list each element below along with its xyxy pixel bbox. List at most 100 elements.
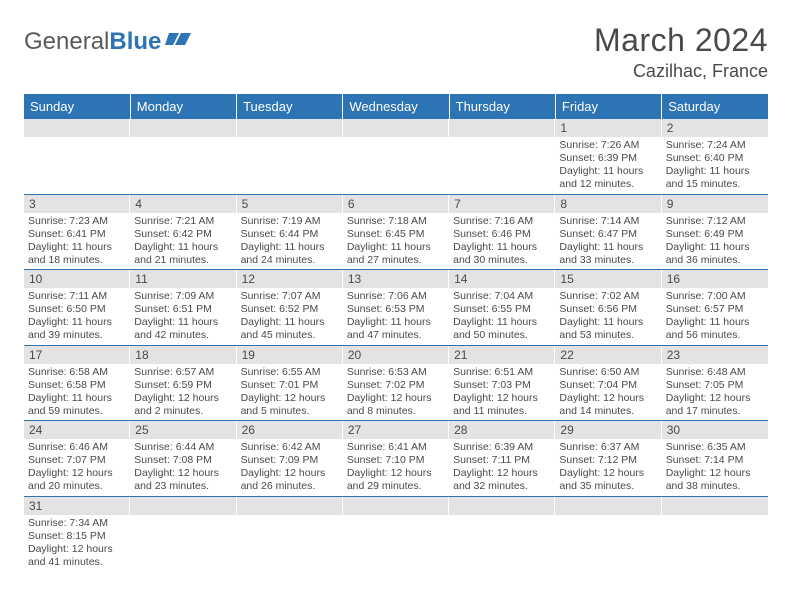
day-line: Sunrise: 7:09 AM bbox=[134, 290, 232, 303]
day-line: Daylight: 11 hours bbox=[559, 316, 657, 329]
day-line: and 2 minutes. bbox=[134, 405, 232, 418]
day-cell: 22Sunrise: 6:50 AMSunset: 7:04 PMDayligh… bbox=[555, 345, 661, 421]
day-cell: 20Sunrise: 6:53 AMSunset: 7:02 PMDayligh… bbox=[343, 345, 449, 421]
week-row: 10Sunrise: 7:11 AMSunset: 6:50 PMDayligh… bbox=[24, 270, 768, 346]
day-line: Daylight: 12 hours bbox=[559, 392, 657, 405]
day-line: and 32 minutes. bbox=[453, 480, 551, 493]
week-row: 1Sunrise: 7:26 AMSunset: 6:39 PMDaylight… bbox=[24, 119, 768, 194]
day-line: Sunrise: 6:46 AM bbox=[28, 441, 126, 454]
day-details: Sunrise: 6:51 AMSunset: 7:03 PMDaylight:… bbox=[449, 364, 555, 421]
empty-cell bbox=[555, 496, 661, 571]
day-number: 31 bbox=[24, 497, 130, 515]
day-line: Daylight: 12 hours bbox=[453, 467, 551, 480]
day-number: 5 bbox=[237, 195, 343, 213]
day-line: and 27 minutes. bbox=[347, 254, 445, 267]
day-line: and 33 minutes. bbox=[559, 254, 657, 267]
day-line: Sunrise: 6:41 AM bbox=[347, 441, 445, 454]
day-line: and 47 minutes. bbox=[347, 329, 445, 342]
header: GeneralBlue March 2024 Cazilhac, France bbox=[0, 0, 792, 90]
day-line: and 59 minutes. bbox=[28, 405, 126, 418]
day-number: 25 bbox=[130, 421, 236, 439]
day-cell: 12Sunrise: 7:07 AMSunset: 6:52 PMDayligh… bbox=[237, 270, 343, 346]
day-number bbox=[449, 497, 555, 515]
day-line: Daylight: 11 hours bbox=[666, 241, 764, 254]
day-line: Sunrise: 6:42 AM bbox=[241, 441, 339, 454]
title-block: March 2024 Cazilhac, France bbox=[594, 22, 768, 82]
day-details: Sunrise: 6:50 AMSunset: 7:04 PMDaylight:… bbox=[555, 364, 661, 421]
day-line: Daylight: 11 hours bbox=[453, 316, 551, 329]
day-line: Sunrise: 7:00 AM bbox=[666, 290, 764, 303]
day-line: Daylight: 12 hours bbox=[559, 467, 657, 480]
day-line: Sunrise: 7:34 AM bbox=[28, 517, 126, 530]
day-cell: 17Sunrise: 6:58 AMSunset: 6:58 PMDayligh… bbox=[24, 345, 130, 421]
day-line: Sunset: 7:08 PM bbox=[134, 454, 232, 467]
day-line: Sunset: 7:11 PM bbox=[453, 454, 551, 467]
day-details: Sunrise: 6:44 AMSunset: 7:08 PMDaylight:… bbox=[130, 439, 236, 496]
day-number: 16 bbox=[662, 270, 768, 288]
day-line: Daylight: 12 hours bbox=[347, 392, 445, 405]
day-cell: 26Sunrise: 6:42 AMSunset: 7:09 PMDayligh… bbox=[237, 421, 343, 497]
day-line: and 15 minutes. bbox=[666, 178, 764, 191]
day-line: and 50 minutes. bbox=[453, 329, 551, 342]
empty-cell bbox=[662, 496, 768, 571]
day-line: Sunset: 7:01 PM bbox=[241, 379, 339, 392]
day-cell: 10Sunrise: 7:11 AMSunset: 6:50 PMDayligh… bbox=[24, 270, 130, 346]
day-number: 10 bbox=[24, 270, 130, 288]
day-line: Sunrise: 7:26 AM bbox=[559, 139, 657, 152]
day-number: 4 bbox=[130, 195, 236, 213]
day-line: Daylight: 12 hours bbox=[134, 467, 232, 480]
day-number: 26 bbox=[237, 421, 343, 439]
day-cell: 14Sunrise: 7:04 AMSunset: 6:55 PMDayligh… bbox=[449, 270, 555, 346]
day-details: Sunrise: 6:55 AMSunset: 7:01 PMDaylight:… bbox=[237, 364, 343, 421]
empty-cell bbox=[343, 119, 449, 194]
day-line: Sunrise: 7:02 AM bbox=[559, 290, 657, 303]
weekday-wednesday: Wednesday bbox=[343, 94, 449, 119]
day-line: Sunset: 6:52 PM bbox=[241, 303, 339, 316]
day-cell: 4Sunrise: 7:21 AMSunset: 6:42 PMDaylight… bbox=[130, 194, 236, 270]
day-number bbox=[343, 497, 449, 515]
day-details: Sunrise: 7:00 AMSunset: 6:57 PMDaylight:… bbox=[662, 288, 768, 345]
day-line: Sunset: 7:02 PM bbox=[347, 379, 445, 392]
day-number bbox=[343, 119, 449, 137]
week-row: 3Sunrise: 7:23 AMSunset: 6:41 PMDaylight… bbox=[24, 194, 768, 270]
day-details: Sunrise: 7:18 AMSunset: 6:45 PMDaylight:… bbox=[343, 213, 449, 270]
day-line: Sunrise: 7:12 AM bbox=[666, 215, 764, 228]
day-number bbox=[555, 497, 661, 515]
day-line: Sunset: 7:05 PM bbox=[666, 379, 764, 392]
day-number: 6 bbox=[343, 195, 449, 213]
day-cell: 25Sunrise: 6:44 AMSunset: 7:08 PMDayligh… bbox=[130, 421, 236, 497]
day-number bbox=[24, 119, 130, 137]
day-number: 21 bbox=[449, 346, 555, 364]
day-number: 22 bbox=[555, 346, 661, 364]
day-details: Sunrise: 7:02 AMSunset: 6:56 PMDaylight:… bbox=[555, 288, 661, 345]
calendar-body: 1Sunrise: 7:26 AMSunset: 6:39 PMDaylight… bbox=[24, 119, 768, 571]
day-details: Sunrise: 7:21 AMSunset: 6:42 PMDaylight:… bbox=[130, 213, 236, 270]
day-cell: 16Sunrise: 7:00 AMSunset: 6:57 PMDayligh… bbox=[662, 270, 768, 346]
day-number bbox=[449, 119, 555, 137]
day-line: Daylight: 12 hours bbox=[28, 543, 126, 556]
logo-flag-icon bbox=[165, 28, 191, 56]
day-details: Sunrise: 6:48 AMSunset: 7:05 PMDaylight:… bbox=[662, 364, 768, 421]
day-number: 30 bbox=[662, 421, 768, 439]
day-line: Daylight: 12 hours bbox=[241, 392, 339, 405]
day-cell: 7Sunrise: 7:16 AMSunset: 6:46 PMDaylight… bbox=[449, 194, 555, 270]
day-line: Sunrise: 6:53 AM bbox=[347, 366, 445, 379]
empty-cell bbox=[130, 496, 236, 571]
day-line: Sunset: 7:09 PM bbox=[241, 454, 339, 467]
day-line: and 42 minutes. bbox=[134, 329, 232, 342]
day-line: and 21 minutes. bbox=[134, 254, 232, 267]
day-number: 9 bbox=[662, 195, 768, 213]
weekday-sunday: Sunday bbox=[24, 94, 130, 119]
day-line: Sunrise: 7:19 AM bbox=[241, 215, 339, 228]
day-number bbox=[130, 119, 236, 137]
day-line: Sunrise: 6:55 AM bbox=[241, 366, 339, 379]
day-cell: 31Sunrise: 7:34 AMSunset: 8:15 PMDayligh… bbox=[24, 496, 130, 571]
day-line: and 39 minutes. bbox=[28, 329, 126, 342]
day-line: Sunrise: 6:44 AM bbox=[134, 441, 232, 454]
day-line: Daylight: 11 hours bbox=[666, 165, 764, 178]
day-line: Sunset: 7:12 PM bbox=[559, 454, 657, 467]
day-line: Sunrise: 7:24 AM bbox=[666, 139, 764, 152]
day-line: Sunset: 7:10 PM bbox=[347, 454, 445, 467]
day-line: Sunset: 6:57 PM bbox=[666, 303, 764, 316]
empty-cell bbox=[130, 119, 236, 194]
